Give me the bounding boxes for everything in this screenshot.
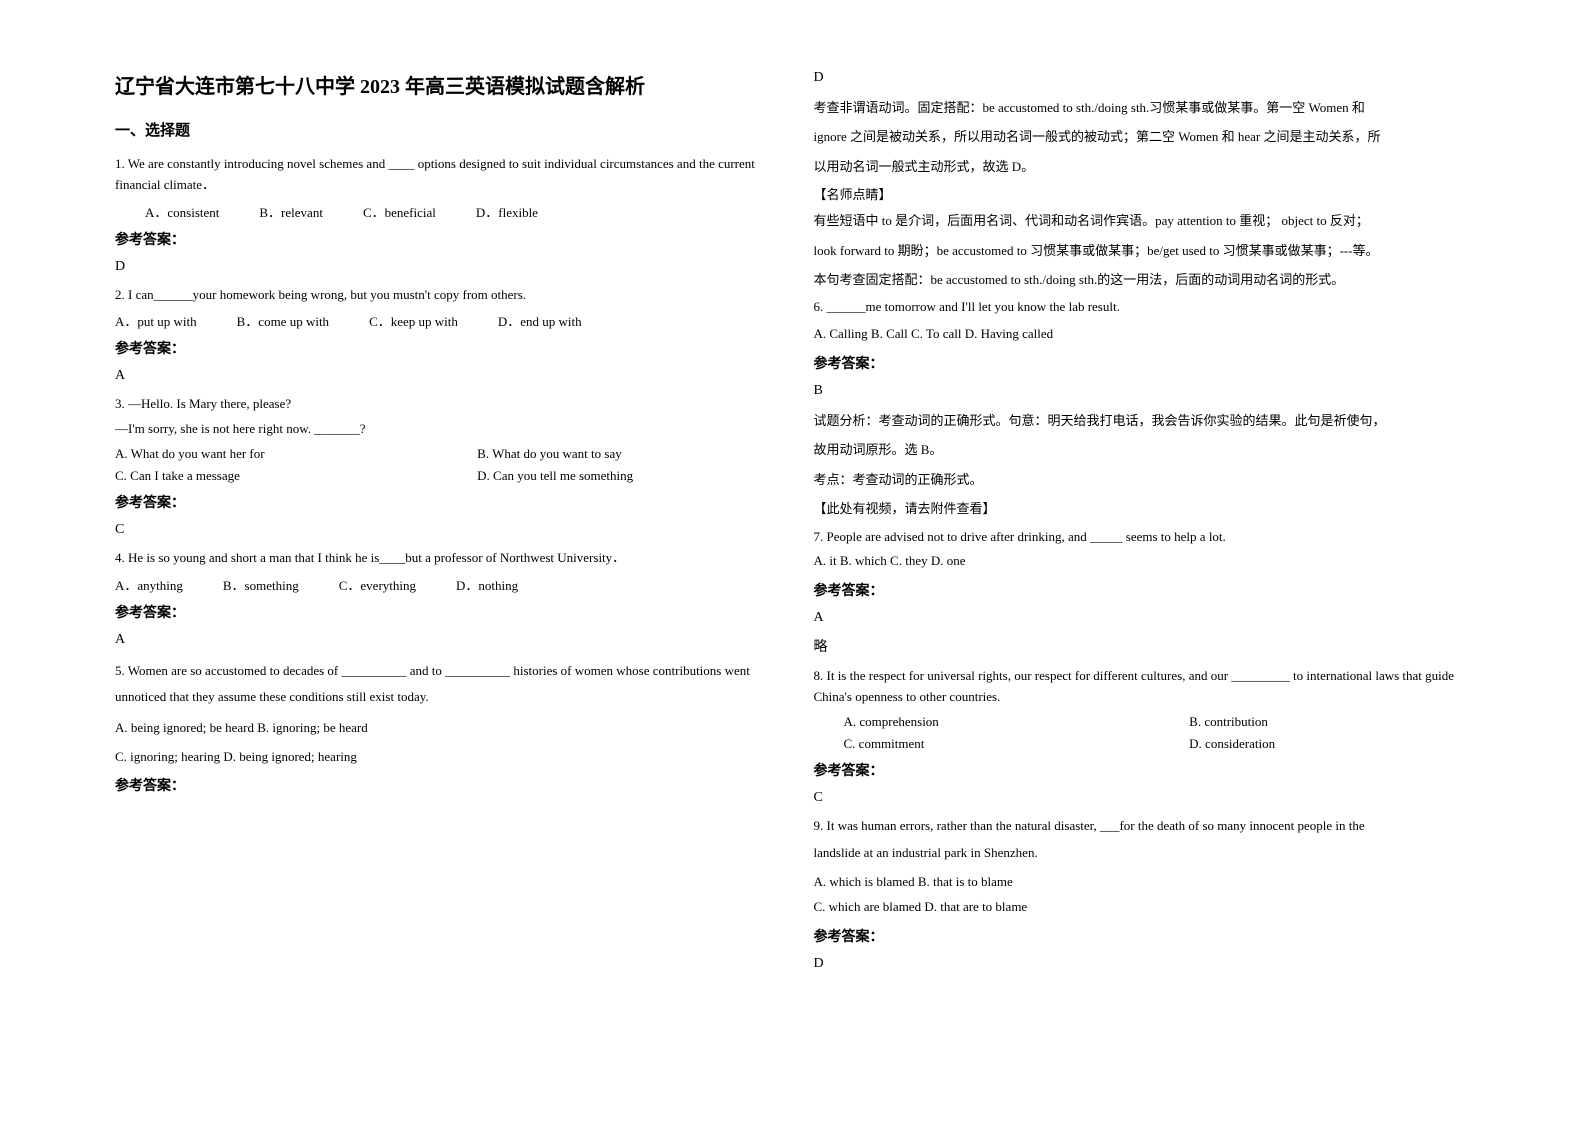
q6-opts: A. Calling B. Call C. To call D. Having … — [814, 324, 1473, 345]
q3-opt-c: C. Can I take a message — [115, 468, 477, 484]
q1-answer: D — [115, 259, 774, 275]
q2-opt-b: B．come up with — [237, 311, 329, 330]
q4-opt-b: B．something — [223, 575, 299, 594]
q3-options-ab: A. What do you want her for B. What do y… — [115, 446, 774, 462]
q4-opt-a: A．anything — [115, 575, 183, 594]
q5-analysis-2: ignore 之间是被动关系，所以用动名词一般式的被动式；第二空 Women 和… — [814, 125, 1473, 148]
q6-answer: B — [814, 383, 1473, 399]
q8-options-ab: A. comprehension B. contribution — [814, 714, 1473, 730]
q3-line2: —I'm sorry, she is not here right now. _… — [115, 419, 774, 440]
q3-opt-a: A. What do you want her for — [115, 446, 477, 462]
q6-analysis-2: 故用动词原形。选 B。 — [814, 438, 1473, 461]
q2-text: 2. I can______your homework being wrong,… — [115, 285, 774, 306]
q7-opts: A. it B. which C. they D. one — [814, 551, 1473, 572]
section-header: 一、选择题 — [115, 119, 774, 140]
document-title: 辽宁省大连市第七十八中学 2023 年高三英语模拟试题含解析 — [115, 70, 774, 99]
q4-answer-label: 参考答案： — [115, 602, 774, 622]
q8-options-cd: C. commitment D. consideration — [814, 736, 1473, 752]
q9-text2: landslide at an industrial park in Shenz… — [814, 840, 1473, 866]
q8-opt-c: C. commitment — [844, 736, 1190, 752]
q2-opt-c: C．keep up with — [369, 311, 458, 330]
q5-answer: D — [814, 70, 1473, 86]
q4-opt-d: D．nothing — [456, 575, 518, 594]
q2-answer: A — [115, 368, 774, 384]
right-column: D 考查非谓语动词。固定搭配：be accustomed to sth./doi… — [794, 70, 1493, 1052]
q8-answer-label: 参考答案： — [814, 760, 1473, 780]
q1-opt-d: D．flexible — [476, 202, 538, 221]
q5-opts-ab: A. being ignored; be heard B. ignoring; … — [115, 718, 774, 739]
q7-text: 7. People are advised not to drive after… — [814, 527, 1473, 548]
q9-opts-cd: C. which are blamed D. that are to blame — [814, 897, 1473, 918]
q6-video: 【此处有视频，请去附件查看】 — [814, 497, 1473, 520]
q4-text: 4. He is so young and short a man that I… — [115, 548, 774, 569]
q5-tip-1: 有些短语中 to 是介词，后面用名词、代词和动名词作宾语。pay attenti… — [814, 209, 1473, 232]
q3-answer-label: 参考答案： — [115, 492, 774, 512]
q7-brief: 略 — [814, 636, 1473, 656]
q7-answer: A — [814, 610, 1473, 626]
q1-opt-c: C．beneficial — [363, 202, 436, 221]
q2-opt-d: D．end up with — [498, 311, 582, 330]
q5-text: 5. Women are so accustomed to decades of… — [115, 658, 774, 710]
q2-opt-a: A．put up with — [115, 311, 197, 330]
left-column: 辽宁省大连市第七十八中学 2023 年高三英语模拟试题含解析 一、选择题 1. … — [95, 70, 794, 1052]
q6-answer-label: 参考答案： — [814, 353, 1473, 373]
q3-line1: 3. —Hello. Is Mary there, please? — [115, 394, 774, 415]
q9-opts-ab: A. which is blamed B. that is to blame — [814, 872, 1473, 893]
q5-tip-2: look forward to 期盼；be accustomed to 习惯某事… — [814, 239, 1473, 262]
q4-opt-c: C．everything — [339, 575, 416, 594]
q5-opts-cd: C. ignoring; hearing D. being ignored; h… — [115, 747, 774, 768]
q3-opt-d: D. Can you tell me something — [477, 468, 633, 484]
q4-options: A．anything B．something C．everything D．no… — [115, 575, 774, 594]
q6-text: 6. ______me tomorrow and I'll let you kn… — [814, 297, 1473, 318]
q8-answer: C — [814, 790, 1473, 806]
q3-opt-b: B. What do you want to say — [477, 446, 622, 462]
q3-options-cd: C. Can I take a message D. Can you tell … — [115, 468, 774, 484]
q6-point: 考点：考查动词的正确形式。 — [814, 468, 1473, 491]
q8-opt-a: A. comprehension — [844, 714, 1190, 730]
q1-opt-b: B．relevant — [259, 202, 323, 221]
q5-analysis-3: 以用动名词一般式主动形式，故选 D。 — [814, 155, 1473, 178]
q5-tip-header: 【名师点睛】 — [814, 184, 1473, 203]
q1-options: A．consistent B．relevant C．beneficial D．f… — [115, 202, 774, 221]
q1-answer-label: 参考答案： — [115, 229, 774, 249]
q4-answer: A — [115, 632, 774, 648]
q9-answer-label: 参考答案： — [814, 926, 1473, 946]
q9-answer: D — [814, 956, 1473, 972]
q3-answer: C — [115, 522, 774, 538]
q8-text: 8. It is the respect for universal right… — [814, 666, 1473, 708]
q6-analysis-1: 试题分析：考查动词的正确形式。句意：明天给我打电话，我会告诉你实验的结果。此句是… — [814, 409, 1473, 432]
q5-answer-label: 参考答案： — [115, 775, 774, 795]
q7-answer-label: 参考答案： — [814, 580, 1473, 600]
q5-tip-3: 本句考查固定搭配：be accustomed to sth./doing sth… — [814, 268, 1473, 291]
q8-opt-d: D. consideration — [1189, 736, 1275, 752]
q5-analysis-1: 考查非谓语动词。固定搭配：be accustomed to sth./doing… — [814, 96, 1473, 119]
q1-opt-a: A．consistent — [145, 202, 219, 221]
q1-text: 1. We are constantly introducing novel s… — [115, 154, 774, 196]
q2-options: A．put up with B．come up with C．keep up w… — [115, 311, 774, 330]
q9-text1: 9. It was human errors, rather than the … — [814, 816, 1473, 837]
q2-answer-label: 参考答案： — [115, 338, 774, 358]
q8-opt-b: B. contribution — [1189, 714, 1268, 730]
